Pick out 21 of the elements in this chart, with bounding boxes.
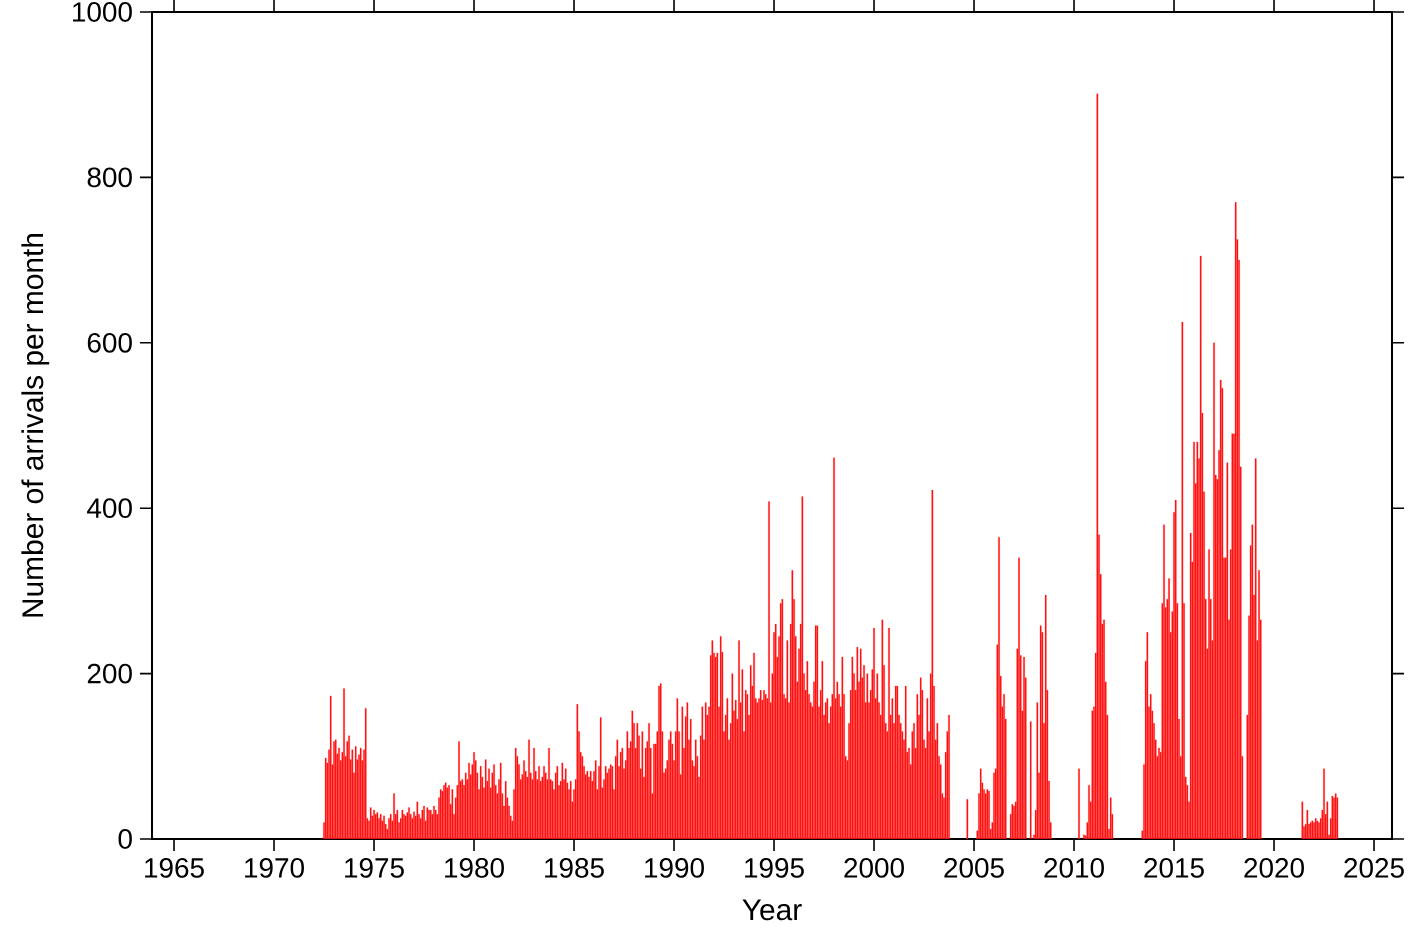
x-tick-label: 1980 <box>445 858 504 878</box>
y-tick-label: 600 <box>87 332 132 353</box>
y-tick-label: 200 <box>87 663 132 684</box>
x-tick-label: 1985 <box>545 858 604 878</box>
x-tick-label: 2010 <box>1044 858 1104 878</box>
x-tick-label: 1975 <box>345 858 404 878</box>
x-tick-label: 2000 <box>844 858 904 878</box>
x-tick-label: 2005 <box>944 858 1004 878</box>
y-tick-label: 800 <box>87 167 132 188</box>
y-tick-label: 0 <box>118 829 132 849</box>
x-tick-label: 1965 <box>145 858 204 878</box>
x-tick-label: 1970 <box>245 858 304 878</box>
y-tick-label: 1000 <box>73 2 132 22</box>
y-axis-title: Number of arrivals per month <box>21 233 50 617</box>
x-tick-label: 2025 <box>1344 858 1404 878</box>
x-tick-label: 2015 <box>1144 858 1204 878</box>
y-tick-label: 400 <box>87 498 132 519</box>
x-tick-label: 2020 <box>1244 858 1304 878</box>
x-tick-label: 1995 <box>745 858 804 878</box>
x-axis-title: Year <box>742 899 802 921</box>
x-tick-label: 1990 <box>645 858 704 878</box>
